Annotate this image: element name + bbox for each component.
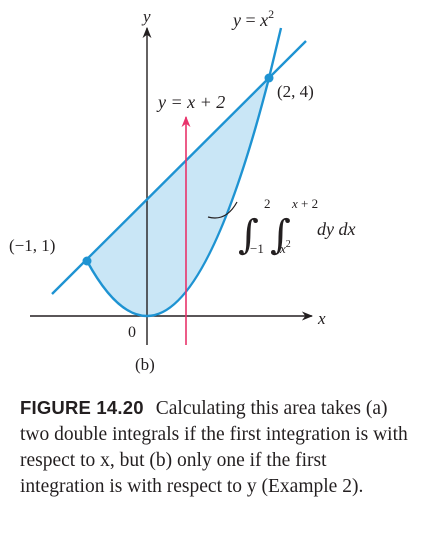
inner-lower-base: x bbox=[279, 241, 286, 256]
label-pointer bbox=[207, 201, 238, 219]
parabola-curve bbox=[85, 27, 283, 318]
outer-lower-limit: −1 bbox=[250, 241, 264, 256]
parabola-label-base: x bbox=[259, 10, 268, 30]
point-label-left: (−1, 1) bbox=[9, 236, 55, 255]
line-label-lhs: y bbox=[156, 92, 166, 112]
figure-number: FIGURE 14.20 bbox=[20, 397, 144, 418]
point-label-right: (2, 4) bbox=[277, 82, 314, 101]
parabola-label-eq: = bbox=[241, 10, 260, 30]
integral-differentials: dy dx bbox=[317, 219, 355, 239]
panel-label: (b) bbox=[135, 355, 155, 374]
inner-lower-limit: x2 bbox=[279, 239, 291, 256]
outer-upper-limit: 2 bbox=[264, 196, 271, 211]
caption-text: Calculating this area takes (a) two doub… bbox=[20, 398, 408, 497]
line-label: y = x + 2 bbox=[156, 92, 225, 112]
parabola-label-lhs: y bbox=[231, 10, 241, 30]
inner-upper-limit: x + 2 bbox=[291, 196, 318, 211]
inner-lower-sup: 2 bbox=[286, 239, 291, 250]
parabola-label: y = x2 bbox=[231, 7, 274, 30]
inner-upper-x: x bbox=[291, 196, 298, 211]
inner-integral-sign: ∫ bbox=[270, 212, 291, 258]
region-diagram: y x 0 y = x2 y = x + 2 (2, 4) (−1, 1) ∫ … bbox=[9, 7, 355, 374]
shaded-region bbox=[87, 78, 269, 316]
line-label-rhs: = x + 2 bbox=[166, 92, 225, 112]
integral-expression: ∫ ∫ 2 −1 x + 2 x2 dy dx bbox=[238, 196, 355, 258]
figure-caption: FIGURE 14.20 Calculating this area takes … bbox=[20, 395, 410, 500]
outer-integral-sign: ∫ bbox=[238, 212, 259, 258]
intersection-point-right bbox=[264, 73, 274, 83]
line-curve bbox=[51, 40, 307, 295]
parabola-label-sup: 2 bbox=[268, 7, 274, 21]
intersection-point-left bbox=[82, 256, 92, 266]
x-axis-label: x bbox=[317, 309, 326, 328]
y-axis-label: y bbox=[141, 7, 151, 26]
origin-label: 0 bbox=[128, 324, 136, 341]
inner-upper-rest: + 2 bbox=[298, 196, 318, 211]
